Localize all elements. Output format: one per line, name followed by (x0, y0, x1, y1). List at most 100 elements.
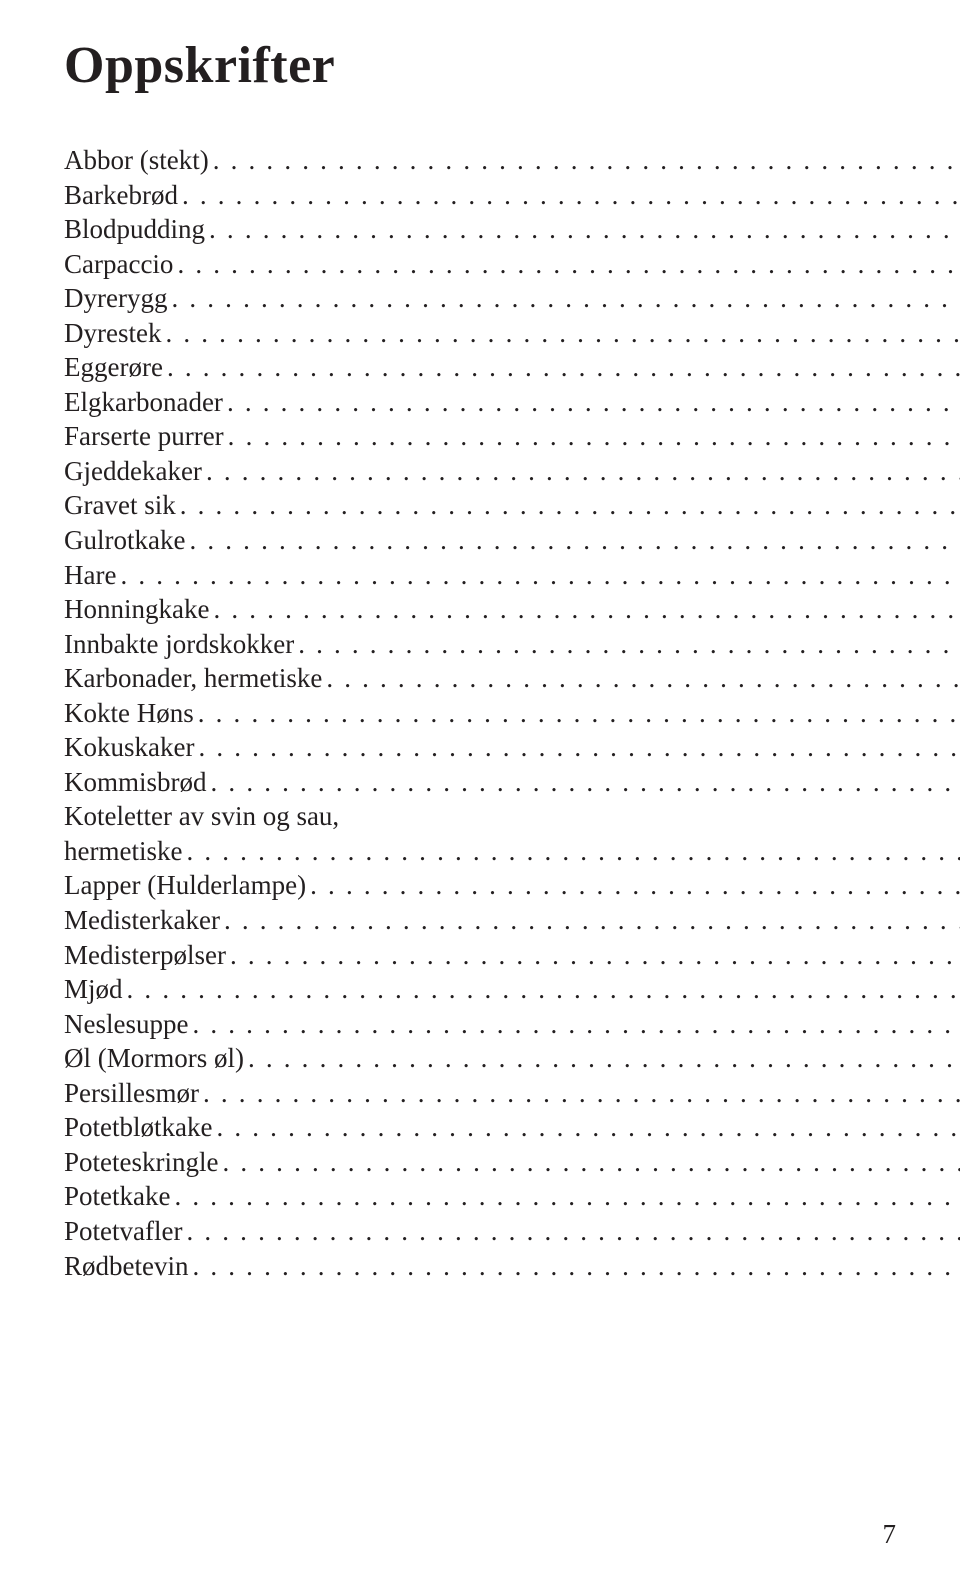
index-entry-name: Medisterpølser (64, 938, 226, 973)
index-entry-line: Lapper (Hulderlampe) . . . . . . . . . .… (64, 868, 960, 903)
index-entry: Karbonader, hermetiske . . . . . . . . .… (64, 661, 960, 696)
index-entry-name: Mjød (64, 972, 123, 1007)
index-entry-name: Gjeddekaker (64, 454, 202, 489)
dot-leader: . . . . . . . . . . . . . . . . . . . . … (220, 903, 960, 938)
index-entry-line: Medisterpølser . . . . . . . . . . . . .… (64, 938, 960, 973)
dot-leader: . . . . . . . . . . . . . . . . . . . . … (123, 972, 960, 1007)
index-entry-line: Medisterkaker . . . . . . . . . . . . . … (64, 903, 960, 938)
index-entry: Poteteskringle . . . . . . . . . . . . .… (64, 1145, 960, 1180)
dot-leader: . . . . . . . . . . . . . . . . . . . . … (163, 350, 960, 385)
dot-leader: . . . . . . . . . . . . . . . . . . . . … (224, 419, 960, 454)
index-entry: Medisterkaker . . . . . . . . . . . . . … (64, 903, 960, 938)
index-entry-name: Kokuskaker (64, 730, 194, 765)
dot-leader: . . . . . . . . . . . . . . . . . . . . … (167, 281, 960, 316)
index-entry-name: Medisterkaker (64, 903, 220, 938)
index-entry-name: Poteteskringle (64, 1145, 218, 1180)
index-entry: Kokte Høns . . . . . . . . . . . . . . .… (64, 696, 960, 731)
index-entry: Rødbetevin . . . . . . . . . . . . . . .… (64, 1249, 960, 1284)
dot-leader: . . . . . . . . . . . . . . . . . . . . … (209, 143, 960, 178)
index-entry-line: Honningkake . . . . . . . . . . . . . . … (64, 592, 960, 627)
page: Oppskrifter Abbor (stekt) . . . . . . . … (0, 0, 960, 1574)
dot-leader: . . . . . . . . . . . . . . . . . . . . … (182, 1214, 960, 1249)
index-entry-line: Kokte Høns . . . . . . . . . . . . . . .… (64, 696, 960, 731)
index-entry-name: Hare (64, 558, 116, 593)
index-entry: Koteletter av svin og sau,hermetiske . .… (64, 799, 960, 868)
index-entry-line: Gjeddekaker . . . . . . . . . . . . . . … (64, 454, 960, 489)
index-entry: Dyrerygg . . . . . . . . . . . . . . . .… (64, 281, 960, 316)
index-entry: Mjød . . . . . . . . . . . . . . . . . .… (64, 972, 960, 1007)
dot-leader: . . . . . . . . . . . . . . . . . . . . … (173, 247, 960, 282)
index-entry: Abbor (stekt) . . . . . . . . . . . . . … (64, 143, 960, 178)
index-entry-line: Dyrestek . . . . . . . . . . . . . . . .… (64, 316, 960, 351)
index-entry-name: Elgkarbonader (64, 385, 223, 420)
dot-leader: . . . . . . . . . . . . . . . . . . . . … (116, 558, 960, 593)
index-entry-name: Carpaccio (64, 247, 173, 282)
index-entry: Blodpudding . . . . . . . . . . . . . . … (64, 212, 960, 247)
dot-leader: . . . . . . . . . . . . . . . . . . . . … (294, 627, 960, 662)
index-entry-line: Poteteskringle . . . . . . . . . . . . .… (64, 1145, 960, 1180)
index-entry-name: Karbonader, hermetiske (64, 661, 322, 696)
dot-leader: . . . . . . . . . . . . . . . . . . . . … (182, 834, 960, 869)
dot-leader: . . . . . . . . . . . . . . . . . . . . … (205, 212, 960, 247)
dot-leader: . . . . . . . . . . . . . . . . . . . . … (176, 488, 960, 523)
index-entry: Honningkake . . . . . . . . . . . . . . … (64, 592, 960, 627)
index-entry: Potetkake . . . . . . . . . . . . . . . … (64, 1179, 960, 1214)
index-entry-name: Blodpudding (64, 212, 205, 247)
index-entry: Medisterpølser . . . . . . . . . . . . .… (64, 938, 960, 973)
index-entry-name: Dyrestek (64, 316, 161, 351)
dot-leader: . . . . . . . . . . . . . . . . . . . . … (199, 1076, 960, 1111)
index-entry: Innbakte jordskokker . . . . . . . . . .… (64, 627, 960, 662)
index-entry: Gulrotkake . . . . . . . . . . . . . . .… (64, 523, 960, 558)
index-entry: Elgkarbonader . . . . . . . . . . . . . … (64, 385, 960, 420)
dot-leader: . . . . . . . . . . . . . . . . . . . . … (170, 1179, 960, 1214)
index-entry-name: Honningkake (64, 592, 209, 627)
index-entry-line: Rødbetevin . . . . . . . . . . . . . . .… (64, 1249, 960, 1284)
index-entry-line: Mjød . . . . . . . . . . . . . . . . . .… (64, 972, 960, 1007)
dot-leader: . . . . . . . . . . . . . . . . . . . . … (209, 592, 960, 627)
index-entry-line: Persillesmør . . . . . . . . . . . . . .… (64, 1076, 960, 1111)
index-columns: Abbor (stekt) . . . . . . . . . . . . . … (64, 143, 896, 1283)
index-entry-line: Innbakte jordskokker . . . . . . . . . .… (64, 627, 960, 662)
page-number: 7 (883, 1519, 897, 1550)
dot-leader: . . . . . . . . . . . . . . . . . . . . … (202, 454, 960, 489)
dot-leader: . . . . . . . . . . . . . . . . . . . . … (306, 868, 960, 903)
dot-leader: . . . . . . . . . . . . . . . . . . . . … (322, 661, 960, 696)
index-entry-name: Lapper (Hulderlampe) (64, 868, 306, 903)
dot-leader: . . . . . . . . . . . . . . . . . . . . … (194, 696, 960, 731)
index-entry-line: hermetiske . . . . . . . . . . . . . . .… (64, 834, 960, 869)
dot-leader: . . . . . . . . . . . . . . . . . . . . … (244, 1041, 960, 1076)
index-entry: Persillesmør . . . . . . . . . . . . . .… (64, 1076, 960, 1111)
index-entry-name: Dyrerygg (64, 281, 167, 316)
index-entry-line: Øl (Mormors øl) . . . . . . . . . . . . … (64, 1041, 960, 1076)
index-entry: Farserte purrer . . . . . . . . . . . . … (64, 419, 960, 454)
index-entry-name: Persillesmør (64, 1076, 199, 1111)
index-entry-name: Eggerøre (64, 350, 163, 385)
index-entry-line: Barkebrød . . . . . . . . . . . . . . . … (64, 178, 960, 213)
index-entry: Neslesuppe . . . . . . . . . . . . . . .… (64, 1007, 960, 1042)
dot-leader: . . . . . . . . . . . . . . . . . . . . … (188, 1007, 960, 1042)
index-entry-line: Farserte purrer . . . . . . . . . . . . … (64, 419, 960, 454)
index-entry-name: Potetvafler (64, 1214, 182, 1249)
index-entry: Lapper (Hulderlampe) . . . . . . . . . .… (64, 868, 960, 903)
dot-leader: . . . . . . . . . . . . . . . . . . . . … (223, 385, 960, 420)
dot-leader: . . . . . . . . . . . . . . . . . . . . … (161, 316, 960, 351)
index-entry-line: Karbonader, hermetiske . . . . . . . . .… (64, 661, 960, 696)
dot-leader: . . . . . . . . . . . . . . . . . . . . … (194, 730, 960, 765)
index-entry-line: Elgkarbonader . . . . . . . . . . . . . … (64, 385, 960, 420)
index-entry: Barkebrød . . . . . . . . . . . . . . . … (64, 178, 960, 213)
index-entry: Dyrestek . . . . . . . . . . . . . . . .… (64, 316, 960, 351)
index-column-left: Abbor (stekt) . . . . . . . . . . . . . … (64, 143, 960, 1283)
index-entry-name: hermetiske (64, 834, 182, 869)
index-entry-line: Potetbløtkake . . . . . . . . . . . . . … (64, 1110, 960, 1145)
dot-leader: . . . . . . . . . . . . . . . . . . . . … (212, 1110, 960, 1145)
page-title: Oppskrifter (64, 36, 896, 95)
index-entry-line: Neslesuppe . . . . . . . . . . . . . . .… (64, 1007, 960, 1042)
index-entry: Carpaccio . . . . . . . . . . . . . . . … (64, 247, 960, 282)
dot-leader: . . . . . . . . . . . . . . . . . . . . … (218, 1145, 960, 1180)
index-entry-name: Innbakte jordskokker (64, 627, 294, 662)
index-entry: Gravet sik . . . . . . . . . . . . . . .… (64, 488, 960, 523)
index-entry-name: Øl (Mormors øl) (64, 1041, 244, 1076)
index-entry-name: Farserte purrer (64, 419, 224, 454)
dot-leader: . . . . . . . . . . . . . . . . . . . . … (178, 178, 960, 213)
index-entry: Eggerøre . . . . . . . . . . . . . . . .… (64, 350, 960, 385)
